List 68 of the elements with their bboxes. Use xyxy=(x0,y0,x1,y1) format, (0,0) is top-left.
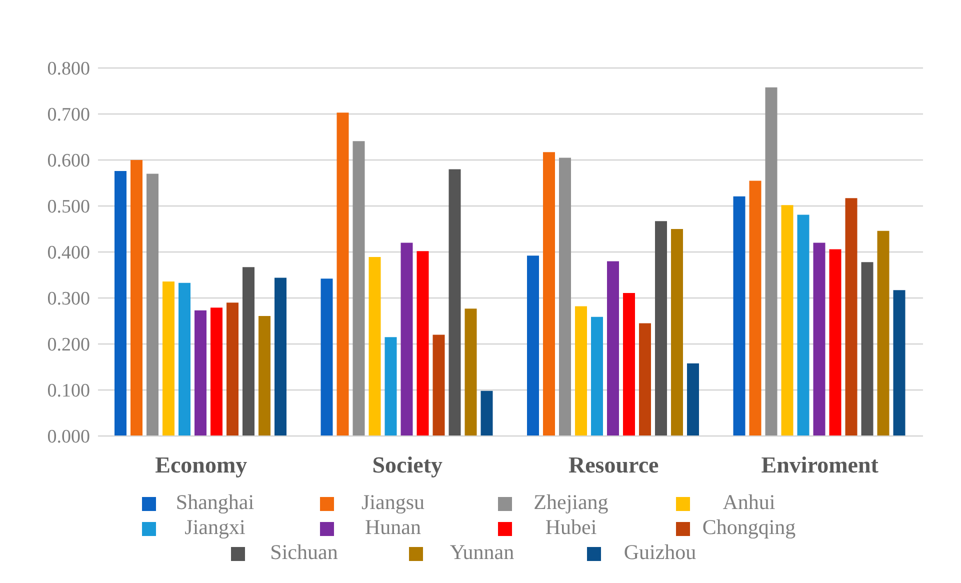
bar xyxy=(575,306,587,436)
bar xyxy=(845,198,858,436)
legend-label: Guizhou xyxy=(622,540,698,565)
legend-label: Anhui xyxy=(722,490,776,515)
bar xyxy=(781,205,794,436)
bar xyxy=(797,214,810,436)
x-tick-label: Economy xyxy=(155,452,248,478)
bar xyxy=(384,337,397,436)
bar xyxy=(623,292,635,436)
bar xyxy=(733,196,746,436)
bar xyxy=(274,278,286,436)
legend-label: Jiangxi xyxy=(184,515,246,540)
bar xyxy=(559,158,571,436)
bar xyxy=(258,316,270,436)
bar xyxy=(749,180,762,436)
bar xyxy=(543,152,555,436)
bar xyxy=(336,112,349,436)
y-tick-label: 0.200 xyxy=(47,334,90,356)
bar xyxy=(671,229,683,436)
x-tick-label: Society xyxy=(372,452,443,478)
legend-label: Chongqing xyxy=(701,515,797,540)
bar xyxy=(130,160,142,436)
bar xyxy=(877,230,890,436)
bar xyxy=(655,221,667,436)
bar xyxy=(194,310,206,436)
bar xyxy=(416,251,429,436)
bar xyxy=(861,262,874,436)
bar xyxy=(480,390,493,436)
y-tick-label: 0.300 xyxy=(47,288,90,310)
bar xyxy=(178,282,190,436)
bar xyxy=(527,256,539,436)
bar xyxy=(813,242,826,436)
bar xyxy=(464,308,477,436)
y-tick-label: 0.500 xyxy=(47,196,90,218)
y-tick-label: 0.600 xyxy=(47,150,90,172)
bar xyxy=(400,242,413,436)
bar xyxy=(591,316,603,436)
bar xyxy=(448,169,461,436)
bar xyxy=(320,278,333,436)
bar xyxy=(639,323,651,436)
bar xyxy=(146,174,158,436)
bar xyxy=(765,87,778,436)
bar xyxy=(352,141,365,436)
y-tick-label: 0.000 xyxy=(47,426,90,448)
bar xyxy=(114,171,126,436)
bar xyxy=(432,334,445,436)
y-tick-label: 0.700 xyxy=(47,104,90,126)
bar xyxy=(162,281,174,436)
legend-label: Sichuan xyxy=(269,540,339,565)
bar xyxy=(687,363,699,436)
bar xyxy=(829,249,842,436)
bar xyxy=(242,267,254,436)
y-tick-label: 0.100 xyxy=(47,380,90,402)
legend-label: Hubei xyxy=(544,515,598,540)
x-tick-label: Resource xyxy=(568,452,659,478)
x-tick-label: Enviroment xyxy=(761,452,879,478)
legend-label: Zhejiang xyxy=(532,490,610,515)
legend-label: Yunnan xyxy=(448,540,516,565)
bar xyxy=(893,290,906,436)
bar xyxy=(368,257,381,436)
bar xyxy=(226,302,238,436)
bar xyxy=(210,308,222,436)
y-tick-label: 0.400 xyxy=(47,242,90,264)
legend-label: Jiangsu xyxy=(360,490,426,515)
legend-label: Shanghai xyxy=(174,490,256,515)
legend-label: Hunan xyxy=(364,515,422,540)
bar xyxy=(607,261,619,436)
y-tick-label: 0.800 xyxy=(47,58,90,80)
